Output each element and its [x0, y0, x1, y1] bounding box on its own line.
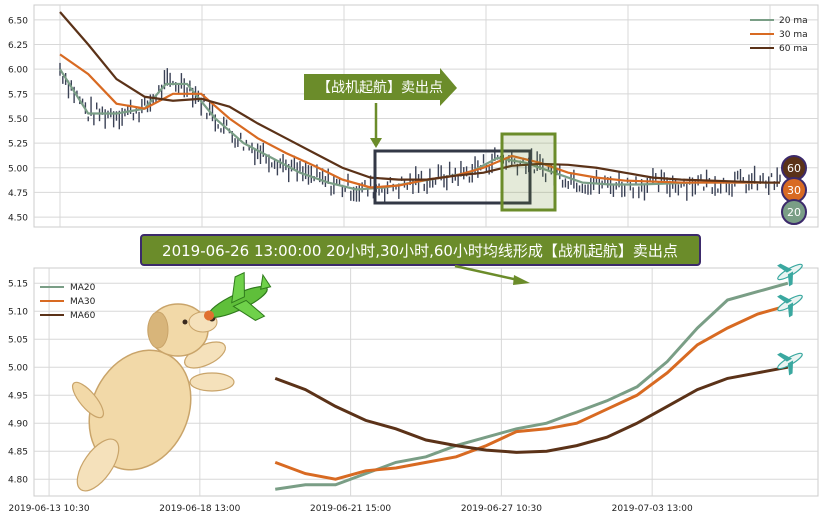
badge-30-label: 30: [787, 184, 801, 197]
ma-detail-panel-yticks: 5.15 5.10 5.05 5.00 4.95 4.90 4.85 4.80: [8, 280, 28, 486]
price-panel-yticks: 6.50 6.25 6.00 5.75 5.50 5.25 5.00 4.75 4.50: [8, 16, 28, 223]
ma-detail-xtick-label: 2019-07-03 13:00: [612, 504, 693, 514]
legend-label-MA20: MA20: [70, 283, 96, 293]
plane-ma60-wings2: [787, 360, 794, 376]
price-ytick-label: 4.75: [8, 189, 28, 199]
price-ytick-label: 5.00: [8, 164, 28, 174]
dog-tail: [71, 381, 105, 419]
toy-plane-tail: [260, 273, 272, 290]
badge-20-label: 20: [787, 206, 801, 219]
signal-banner-text: 2019-06-26 13:00:00 20小时,30小时,60小时均线形成【战…: [162, 242, 678, 260]
ma-badges: 60 30 20: [781, 155, 807, 225]
legend-label-60ma: 60 ma: [779, 44, 808, 54]
ma-detail-xtick-label: 2019-06-21 15:00: [310, 504, 391, 514]
dog-eye: [182, 319, 188, 325]
ma-detail-ytick-label: 4.85: [8, 448, 28, 458]
plane-ma30-wings: [777, 294, 793, 304]
callout-arrow-shape: [304, 68, 457, 106]
dog-frontleg-2: [189, 372, 235, 392]
price-ytick-label: 5.50: [8, 115, 28, 125]
ma-detail-line-MA60: [274, 365, 789, 454]
legend-label-20ma: 20 ma: [779, 16, 808, 26]
banner-pointer-line: [454, 264, 519, 282]
plane-icon-ma20: [777, 263, 803, 287]
price-ytick-label: 6.25: [8, 41, 28, 51]
ma-detail-panel-xticks: 2019-06-13 10:30 2019-06-18 13:00 2019-06-…: [9, 504, 693, 514]
ma-detail-xtick-label: 2019-06-18 13:00: [159, 504, 240, 514]
price-legend: 20 ma 30 ma 60 ma: [750, 16, 808, 54]
price-ytick-label: 5.25: [8, 140, 28, 150]
plane-ma30-wings2: [787, 302, 794, 318]
toy-plane-propeller: [203, 310, 214, 321]
price-ytick-label: 4.50: [8, 214, 28, 224]
dog-ear: [147, 311, 169, 349]
consolidation-box: [373, 149, 532, 205]
plane-icon-ma60: [777, 352, 803, 376]
ma-detail-ytick-label: 5.15: [8, 280, 28, 290]
ma-detail-xtick-label: 2019-06-27 10:30: [461, 504, 542, 514]
callout-down-arrow-head: [370, 138, 382, 148]
price-panel-grid: [34, 5, 818, 227]
plane-ma20-wings: [777, 263, 793, 273]
dog-illustration: [71, 303, 235, 492]
ma-detail-panel-lines: [274, 281, 789, 491]
price-ytick-label: 6.00: [8, 66, 28, 76]
ma-detail-line-MA30: [274, 304, 789, 481]
banner-pointer-head: [513, 275, 530, 285]
badge-60-label: 60: [787, 162, 801, 175]
badge-20: [781, 199, 807, 225]
ma-detail-legend: MA20 MA30 MA60: [40, 283, 96, 321]
ma-detail-xtick-label: 2019-06-13 10:30: [9, 504, 90, 514]
price-ytick-label: 6.50: [8, 16, 28, 26]
price-ma-line-2: [59, 11, 780, 184]
ma-detail-line-MA20: [275, 281, 789, 491]
toy-plane-icon: [203, 271, 272, 321]
dog-hindleg: [76, 438, 120, 492]
ma-detail-ytick-label: 5.00: [8, 364, 28, 374]
plane-ma60-wings: [777, 352, 793, 362]
price-panel-ma-lines: [59, 11, 780, 191]
legend-label-MA60: MA60: [70, 311, 96, 321]
plane-icon-ma30: [777, 294, 803, 318]
callout-arrow-label: 【战机起航】卖出点: [317, 80, 443, 96]
ma-detail-ytick-label: 4.80: [8, 476, 28, 486]
ma-detail-ytick-label: 5.05: [8, 336, 28, 346]
ma-detail-ytick-label: 5.10: [8, 308, 28, 318]
signal-banner-box: [140, 234, 701, 266]
signal-highlight-box: [500, 132, 557, 212]
plane-ma20-wings2: [787, 271, 794, 287]
price-ytick-label: 5.75: [8, 90, 28, 100]
toy-plane-wing-bottom: [232, 299, 266, 321]
price-panel-frame: [33, 4, 819, 228]
toy-plane-wing-top: [231, 271, 245, 304]
legend-label-30ma: 30 ma: [779, 30, 808, 40]
ma-detail-ytick-label: 4.95: [8, 392, 28, 402]
legend-label-MA30: MA30: [70, 297, 96, 307]
ma-detail-ytick-label: 4.90: [8, 420, 28, 430]
